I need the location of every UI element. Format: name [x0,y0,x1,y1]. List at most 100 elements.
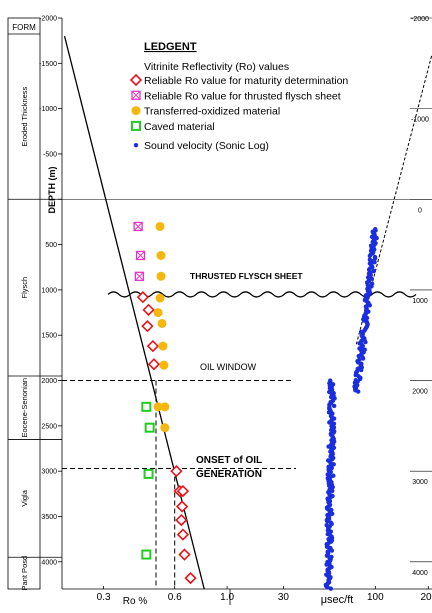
sonic-point [327,420,332,425]
data-marks [133,221,379,591]
y-right-tick-label: 4000 [412,570,428,577]
form-column-header: FORM [12,23,36,32]
data-point-circle [160,402,170,412]
formation-label: Vigla [20,489,29,506]
formation-label: Eocene-Senonian [20,378,29,438]
annotations: THRUSTED FLYSCH SHEET OIL WINDOW ONSET o… [190,271,303,480]
legend-subtitle: Vitrinite Reflectivity (Ro) values [144,61,289,73]
data-point-diamond [136,291,150,304]
data-point-circle [157,318,167,328]
legend-marker [129,73,143,87]
data-point-square [141,549,152,560]
data-point-diamond [141,320,154,333]
y-tick-label: 4000 [41,559,57,566]
y-tick-label: 3000 [41,469,57,476]
sonic-point [372,256,378,261]
ro-trend-line [63,35,205,590]
y-right-tick-label: 1000 [412,298,428,305]
x-tick-label-ro: 0.3 [97,592,111,603]
y-tick-label: 1500 [41,333,57,340]
data-point-diamond [175,500,189,513]
legend-item-label: Reliable Ro value for thrusted flysch sh… [144,90,341,102]
data-point-diamond [184,571,197,585]
data-point-diamond [142,303,155,316]
y-tick-label: 1000 [41,287,57,294]
formation-column: FORM Eroded Thickness Flysch Eocene-Senoni… [8,23,62,590]
legend-item-label: Transferred-oxidized material [144,106,280,118]
data-point-diamond [146,339,160,353]
legend-marker-cross [131,90,141,100]
y-tick-label: -1500 [39,61,57,68]
onset-label-line2: GENERATION [196,469,262,480]
data-point-circle [158,341,168,351]
sonic-point [363,339,368,345]
data-point-circle [156,250,166,260]
y-tick-label: -500 [43,151,57,158]
thrust-label: THRUSTED FLYSCH SHEET [190,271,303,281]
y-tick-label: 2500 [41,423,57,430]
sonic-point [359,367,364,373]
sonic-point [372,259,377,265]
data-point-square [141,401,152,412]
formation-label: Eroded Thickness [20,86,29,146]
plot-frame [7,17,432,605]
x-tick-label-ro: 1.0 [220,592,234,603]
y-tick-label: -2000 [39,16,57,23]
data-point-circle [155,293,165,303]
sonic-point [328,586,334,591]
legend-item-label: Reliable Ro value for maturity determina… [144,75,348,87]
y-right-tick-label: 0 [418,207,422,214]
sonic-point [364,315,370,321]
sonic-point [371,268,377,274]
sonic-point [356,353,361,359]
data-point-circle [159,360,169,370]
legend: LEDGENT Vitrinite Reflectivity (Ro) valu… [129,41,348,152]
onset-label-line1: ONSET of OIL [196,455,262,466]
sonic-point [326,444,331,449]
x-tick-label-sonic: 30 [278,592,290,603]
data-point-circle [160,423,170,433]
sonic-point [367,253,373,259]
y-axis-label: DEPTH (m) [47,166,57,213]
sonic-point [331,403,337,409]
y-tick-label: -1000 [39,106,57,113]
legend-marker [131,120,141,131]
data-point-diamond [175,513,188,527]
sonic-point [329,511,335,516]
legend-marker [131,106,141,116]
axes: DEPTH (m) Ro % μsec/ft -2000 -1500 -1000 -5… [39,16,432,607]
data-point-crossed-square-cross [134,271,144,281]
y-tick-label: 2000 [41,378,57,385]
data-point-circle [156,271,166,281]
sonic-point [325,472,330,477]
thrust-line [107,291,417,298]
data-point-circle [153,308,163,318]
data-point-diamond [176,528,190,541]
x-axis-label-ro: Ro % [123,596,148,607]
data-point-circle [153,402,163,412]
x-tick-label-sonic: 100 [367,592,384,603]
data-point-diamond [170,465,183,478]
y-right-tick-label: -1000 [411,117,429,124]
x-tick-label-sonic: 20 [420,592,432,603]
y-tick-label: 500 [45,242,57,249]
data-point-square [143,468,154,479]
y-tick-label: 3500 [41,514,57,521]
sonic-point [329,548,335,553]
data-point-crossed-square-cross [136,251,145,260]
data-point-diamond [176,484,190,498]
sonic-point [369,234,375,239]
data-point-circle [155,221,165,231]
sonic-point [325,519,330,524]
y-right-tick-label: -2000 [411,16,429,23]
x-axis-label-sonic: μsec/ft [321,594,354,606]
data-point-diamond [147,358,161,371]
sonic-point [367,303,372,308]
sonic-point [360,356,366,361]
legend-item-label: Sound velocity (Sonic Log) [144,140,269,152]
sonic-point [355,389,361,394]
trend-lines [62,35,432,590]
data-point-square [144,422,155,433]
